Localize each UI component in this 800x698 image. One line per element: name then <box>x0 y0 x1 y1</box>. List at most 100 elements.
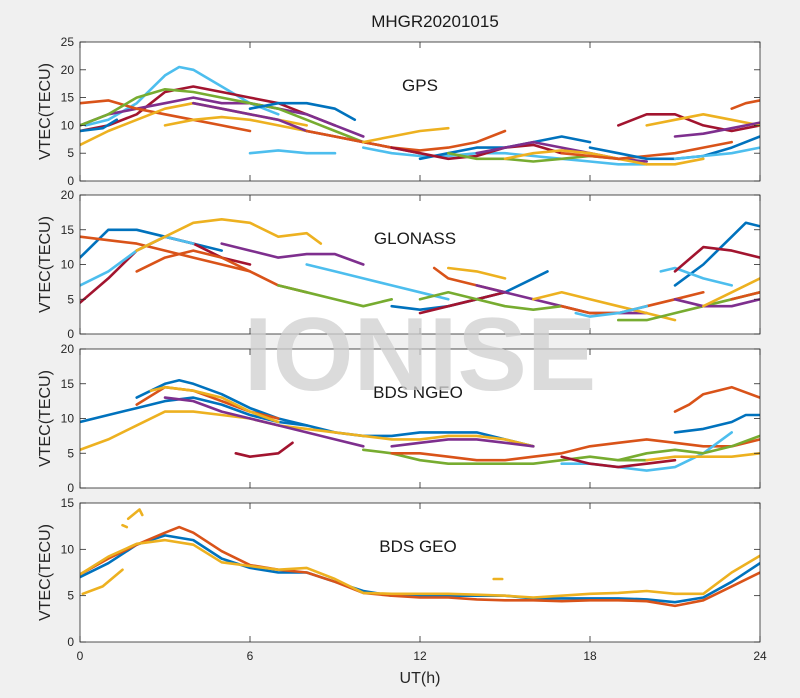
panel-3: 0 5 10 15 0 6 12 18 24 VTEC(TECU) BDS GEO <box>37 496 767 663</box>
series-line-4 <box>135 218 323 252</box>
series-line-1 <box>80 525 760 608</box>
series-group <box>80 218 760 322</box>
panel-1: 0 5 10 15 20 VTEC(TECU) GLONASS <box>37 188 761 341</box>
series-line-19 <box>560 140 733 161</box>
series-line-13 <box>645 452 760 462</box>
series-line-12 <box>617 434 760 462</box>
series-group <box>80 379 760 472</box>
y-tick-label: 0 <box>67 635 74 649</box>
y-tick-label: 15 <box>61 377 75 391</box>
series-line-7 <box>277 284 393 308</box>
series-line-23 <box>702 277 760 308</box>
series-line-8 <box>390 438 760 462</box>
y-tick-label: 5 <box>67 446 74 460</box>
y-tick-label: 5 <box>67 146 74 160</box>
series-line-18 <box>503 149 705 166</box>
x-tick-label: 18 <box>583 649 597 663</box>
series-line-22 <box>645 113 760 127</box>
x-tick-label: 0 <box>77 649 84 663</box>
series-line-12 <box>362 126 450 144</box>
y-tick-label: 15 <box>61 223 75 237</box>
panel-label: BDS NGEO <box>373 383 463 402</box>
series-line-9 <box>248 149 337 155</box>
y-axis-label: VTEC(TECU) <box>37 216 54 313</box>
y-tick-label: 20 <box>61 188 75 202</box>
y-tick-label: 0 <box>67 327 74 341</box>
y-tick-label: 10 <box>61 542 75 556</box>
series-line-1 <box>80 85 337 133</box>
series-line-20 <box>659 266 733 287</box>
series-line-15 <box>673 385 760 413</box>
series-line-8 <box>305 263 450 301</box>
figure-title: MHGR20201015 <box>371 12 499 31</box>
series-line-5 <box>163 396 365 448</box>
series-group <box>80 65 760 166</box>
series-line-11 <box>305 129 507 152</box>
series-line-17 <box>574 304 648 318</box>
series-line-14 <box>673 413 760 434</box>
series-line-2 <box>80 96 365 138</box>
watermark-text: IONISE <box>244 297 597 413</box>
series-line-4 <box>126 508 144 521</box>
series-line-15 <box>532 291 677 322</box>
panel-2: 0 5 10 15 20 VTEC(TECU) BDS NGEO <box>37 342 761 495</box>
y-tick-label: 20 <box>61 63 75 77</box>
series-line-2 <box>80 538 760 599</box>
series-line-11 <box>560 455 677 469</box>
y-axis-label: VTEC(TECU) <box>37 63 54 160</box>
y-axis-label: VTEC(TECU) <box>37 370 54 467</box>
series-line-3 <box>81 568 124 596</box>
x-axis-label: UT(h) <box>400 670 441 687</box>
series-line-24 <box>730 291 760 301</box>
series-line-11 <box>447 266 507 280</box>
series-line-2 <box>80 235 252 273</box>
series-line-23 <box>673 121 760 138</box>
x-tick-label: 24 <box>753 649 767 663</box>
series-line-0 <box>84 65 280 127</box>
y-tick-label: 10 <box>61 118 75 132</box>
series-line-4 <box>149 385 280 424</box>
series-line-3 <box>80 99 252 133</box>
series-group <box>80 508 760 608</box>
series-line-6 <box>234 441 294 458</box>
plot-area <box>80 42 760 181</box>
y-tick-label: 5 <box>67 589 74 603</box>
y-tick-label: 0 <box>67 481 74 495</box>
series-line-7 <box>248 101 357 122</box>
y-tick-label: 10 <box>61 412 75 426</box>
y-tick-label: 0 <box>67 174 74 188</box>
series-line-25 <box>730 99 760 110</box>
series-line-24 <box>673 146 760 161</box>
x-tick-label: 6 <box>247 649 254 663</box>
series-line-21 <box>617 113 760 133</box>
series-line-19 <box>673 221 760 287</box>
y-tick-label: 20 <box>61 342 75 356</box>
x-tick-label: 12 <box>413 649 427 663</box>
series-line-14 <box>418 291 563 311</box>
series-line-12 <box>418 291 507 315</box>
panel-label: GPS <box>402 76 438 95</box>
series-line-6 <box>80 118 119 133</box>
panels: 0 5 10 15 20 25 VTEC(TECU) GPS 0 5 10 15 20 VTEC(TECU… <box>37 35 767 663</box>
plot-area <box>80 503 760 642</box>
y-tick-label: 25 <box>61 35 75 49</box>
y-tick-label: 5 <box>67 292 74 306</box>
y-axis-label: VTEC(TECU) <box>37 524 54 621</box>
series-line-21 <box>673 245 760 273</box>
series-line-4 <box>80 88 365 144</box>
panel-0: 0 5 10 15 20 25 VTEC(TECU) GPS <box>37 35 761 188</box>
panel-label: GLONASS <box>374 229 456 248</box>
series-line-5 <box>121 523 129 529</box>
series-line-9 <box>390 438 535 448</box>
series-line-13 <box>362 146 648 166</box>
series-line-1 <box>80 410 535 452</box>
y-tick-label: 15 <box>61 91 75 105</box>
series-line-7 <box>362 448 648 465</box>
y-tick-label: 15 <box>61 496 75 510</box>
series-line-22 <box>673 298 760 308</box>
series-line-15 <box>390 143 563 161</box>
series-line-5 <box>220 242 365 266</box>
y-tick-label: 10 <box>61 258 75 272</box>
panel-label: BDS GEO <box>379 537 456 556</box>
